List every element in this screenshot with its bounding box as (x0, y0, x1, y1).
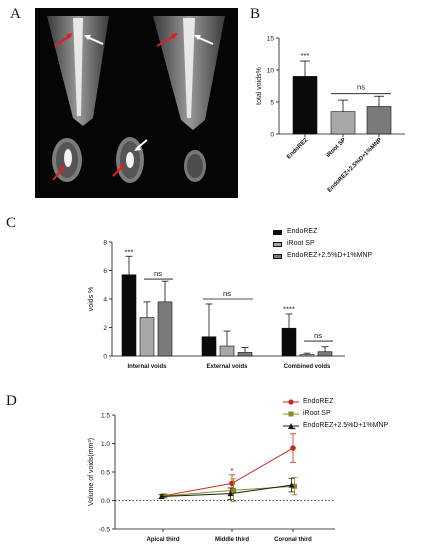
x-tick-label: Combined voids (284, 364, 331, 370)
series-line (162, 447, 294, 497)
x-tick-label: Middle third (215, 537, 249, 543)
legend-label: EndoREZ+2.5%D+1%MNP (287, 252, 373, 259)
y-tick-label: 1.5 (101, 412, 110, 419)
y-tick-label: 0 (270, 131, 274, 138)
legend-label: iRoot SP (287, 240, 315, 247)
significance-label: *** (125, 247, 134, 256)
micro-ct-image-panel (35, 8, 238, 198)
panel-letter-b: B (250, 6, 261, 22)
significance-label: * (231, 466, 234, 475)
legend-marker (283, 411, 299, 417)
significance-label: ** (290, 425, 296, 434)
bar (201, 336, 217, 357)
significance-label: ns (223, 289, 231, 298)
panel-letter-a: A (10, 6, 21, 22)
bar (139, 317, 155, 357)
bar (292, 76, 318, 135)
y-tick-label: 4 (103, 296, 107, 303)
legend-item: iRoot SP (283, 409, 388, 419)
legend-item: EndoREZ+2.5%D+1%MNP (273, 251, 372, 261)
legend-item: EndoREZ (273, 227, 372, 237)
y-tick-label: 6 (103, 268, 107, 275)
data-point (292, 483, 297, 489)
y-axis-label: voids % (88, 287, 95, 312)
data-point (290, 445, 296, 451)
y-tick-label: 5 (270, 99, 274, 106)
y-axis-label: total voids% (256, 67, 263, 105)
legend-label: EndoREZ (287, 228, 318, 235)
bar (219, 345, 235, 357)
significance-label: *** (301, 51, 310, 60)
legend-label: iRoot SP (303, 410, 331, 417)
y-tick-label: 0.5 (101, 469, 110, 476)
legend-label: EndoREZ+2.5%D+1%MNP (303, 422, 389, 429)
data-point (227, 490, 234, 497)
x-tick-label: External voids (206, 364, 248, 370)
bar (237, 352, 253, 357)
chart-c-legend: EndoREZ iRoot SP EndoREZ+2.5%D+1%MNP (273, 227, 372, 263)
x-tick-label: Apical third (146, 537, 179, 543)
y-tick-label: 10 (267, 67, 275, 74)
data-point (288, 482, 295, 488)
bar (299, 354, 315, 357)
y-tick-label: 15 (267, 35, 275, 42)
panel-letter-c: C (6, 215, 17, 231)
legend-swatch (273, 229, 282, 235)
bar (281, 327, 297, 357)
legend-label: EndoREZ (303, 398, 334, 405)
legend-marker (283, 399, 299, 405)
x-tick-label: iRoot SP (325, 137, 347, 159)
chart-voids-by-type: 0 2 4 6 8 voids % Internal voids External voids… (88, 239, 345, 370)
y-tick-label: 2 (103, 325, 107, 332)
x-tick-label: Internal voids (127, 364, 167, 370)
y-axis-label: Volume of voids(mm³) (88, 438, 95, 506)
y-tick-label: 0 (103, 353, 107, 360)
micro-ct-image (47, 16, 225, 183)
legend-item: EndoREZ+2.5%D+1%MNP (283, 421, 388, 431)
legend-swatch (273, 241, 282, 247)
data-point (229, 480, 235, 487)
bar (330, 111, 356, 135)
data-point (158, 493, 165, 500)
legend-item: EndoREZ (283, 397, 388, 407)
legend-item: iRoot SP (273, 239, 372, 249)
legend-marker (283, 423, 299, 429)
significance-label: **** (283, 304, 295, 313)
bar (317, 351, 333, 357)
significance-label: ns (154, 269, 162, 278)
y-tick-label: -0.5 (99, 526, 111, 533)
bar (121, 274, 137, 357)
significance-label: ns (357, 83, 365, 92)
bar (157, 301, 173, 357)
legend-swatch (273, 253, 282, 259)
x-tick-label: EndoREZ (286, 137, 310, 161)
chart-d-legend: EndoREZ iRoot SP EndoREZ+2.5%D+1%MNP (283, 397, 388, 433)
y-tick-label: 1.0 (101, 441, 110, 448)
y-tick-label: 8 (103, 239, 107, 246)
chart-volume-of-voids: -0.5 0.0 0.5 1.0 1.5 Volume of voids(mm³) Apic… (88, 412, 335, 543)
panel-letter-d: D (6, 393, 17, 409)
bar (366, 106, 392, 135)
y-tick-label: 0.0 (101, 498, 110, 505)
significance-label: ns (314, 331, 322, 340)
x-tick-label: Coronal third (274, 537, 312, 543)
data-point (231, 487, 236, 493)
